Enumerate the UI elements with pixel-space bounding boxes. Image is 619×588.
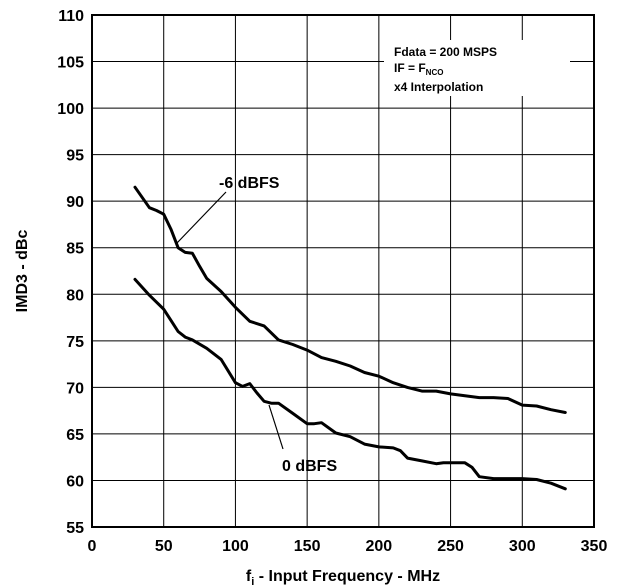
x-tick-label: 150 [294,538,321,555]
annotation-line-2-main: IF = F [394,61,426,75]
x-axis-title-main: f [246,568,252,585]
annotation-line-2: IF = FNCO [394,61,443,77]
annotation-box [384,40,570,96]
y-tick-label: 85 [66,241,84,258]
series-label-minus-6-dbfs: -6 dBFS [219,175,280,192]
y-axis-title: IMD3 - dBc [14,230,31,313]
x-tick-label: 300 [509,538,536,555]
x-tick-label: 100 [222,538,249,555]
annotation-line-2-sub: NCO [426,68,444,77]
y-tick-label: 90 [66,194,84,211]
y-tick-label: 55 [66,520,84,537]
x-tick-label: 50 [155,538,173,555]
y-tick-label: 75 [66,334,84,351]
series-lines [133,185,567,491]
annotation-line-3: x4 Interpolation [394,80,483,94]
x-axis-title: fi - Input Frequency - MHz [246,568,440,588]
plot-frame [91,14,595,528]
annotation-line-1: Fdata = 200 MSPS [394,45,497,59]
y-tick-label: 70 [66,380,84,397]
x-tick-label: 250 [437,538,464,555]
y-tick-label: 60 [66,473,84,490]
x-tick-label: 0 [88,538,97,555]
x-tick-label: 200 [366,538,393,555]
leader-line-0-dbfs [268,404,284,450]
y-tick-label: 65 [66,427,84,444]
grid [91,14,595,528]
x-axis-title-rest: - Input Frequency - MHz [254,568,440,585]
tick-labels: 0 50 100 150 200 250 300 350 55 60 65 70 75 80 85 90 95 1… [57,8,607,555]
series-line-1 [133,277,567,491]
series-line-0 [133,185,567,414]
y-tick-label: 110 [58,8,84,25]
x-tick-label: 350 [581,538,608,555]
y-tick-label: 100 [57,101,84,118]
y-tick-label: 105 [57,55,84,72]
y-tick-label: 95 [66,148,84,165]
x-axis-title-sub: i [251,576,254,588]
series-label-0-dbfs: 0 dBFS [282,458,337,475]
leader-line-minus-6-dbfs [176,191,227,244]
y-tick-label: 80 [66,287,84,304]
